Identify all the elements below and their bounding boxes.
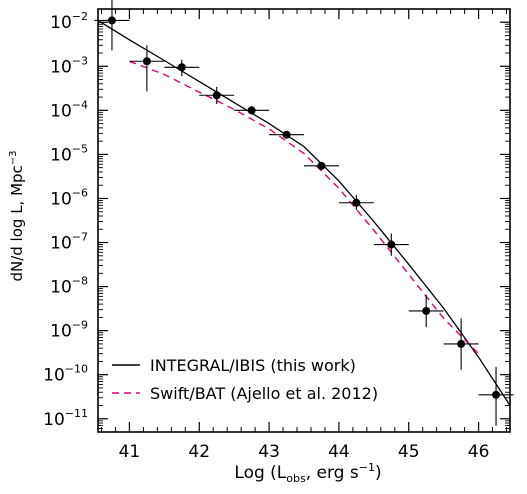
- data-point: [408, 294, 444, 328]
- plot-frame: [97, 8, 511, 433]
- x-tick-label: 44: [328, 442, 350, 462]
- legend: INTEGRAL/IBIS (this work) Swift/BAT (Ajel…: [112, 356, 378, 403]
- data-point: [478, 366, 514, 426]
- data-point: [443, 318, 479, 370]
- data-marker: [107, 16, 116, 25]
- data-marker: [422, 306, 431, 315]
- data-point: [373, 233, 409, 256]
- data-marker: [177, 63, 186, 72]
- data-marker: [492, 390, 501, 399]
- data-marker: [317, 161, 326, 170]
- data-marker: [212, 91, 221, 100]
- x-tick-label: 43: [258, 442, 280, 462]
- y-tick-label: 10−5: [50, 142, 88, 165]
- data-marker: [457, 339, 466, 348]
- y-tick-label: 10−10: [43, 363, 88, 386]
- data-point: [269, 130, 304, 139]
- integral-ibis-curve: [97, 19, 511, 406]
- data-marker: [352, 198, 361, 207]
- data-points-layer: [94, 0, 514, 426]
- series-layer: [97, 19, 511, 406]
- swift-bat-curve: [129, 60, 480, 355]
- y-tick-label: 10−3: [50, 54, 88, 77]
- data-point: [304, 161, 339, 170]
- y-tick-label: 10−8: [50, 275, 88, 298]
- legend-label: INTEGRAL/IBIS (this work): [150, 356, 356, 375]
- y-tick-label: 10−7: [50, 231, 88, 254]
- x-axis-label: Log (Lobs, erg s−1): [234, 461, 381, 485]
- y-tick-label: 10−2: [50, 10, 88, 33]
- y-tick-label: 10−9: [50, 319, 88, 342]
- x-tick-label: 42: [188, 442, 210, 462]
- x-tick-label: 45: [398, 442, 420, 462]
- x-tick-label: 46: [468, 442, 490, 462]
- y-axis-label: dN/d log L, Mpc−3: [8, 150, 26, 281]
- data-marker: [247, 106, 256, 115]
- data-point: [338, 194, 374, 210]
- y-tick-label: 10−11: [43, 407, 88, 430]
- legend-label: Swift/BAT (Ajello et al. 2012): [150, 384, 378, 403]
- data-point: [94, 0, 130, 51]
- data-marker: [387, 240, 396, 249]
- data-point: [199, 86, 235, 104]
- y-tick-label: 10−6: [50, 186, 88, 209]
- axes-layer: 41 42 43 44 45 46 10−2 10−3 10−4 10−5 10−6 10−7 10−8…: [43, 8, 511, 462]
- data-marker: [282, 130, 291, 139]
- data-point: [234, 106, 270, 115]
- data-point: [129, 45, 165, 92]
- data-point: [164, 59, 200, 77]
- x-tick-label: 41: [119, 442, 141, 462]
- data-marker: [142, 57, 151, 66]
- y-tick-label: 10−4: [50, 98, 88, 121]
